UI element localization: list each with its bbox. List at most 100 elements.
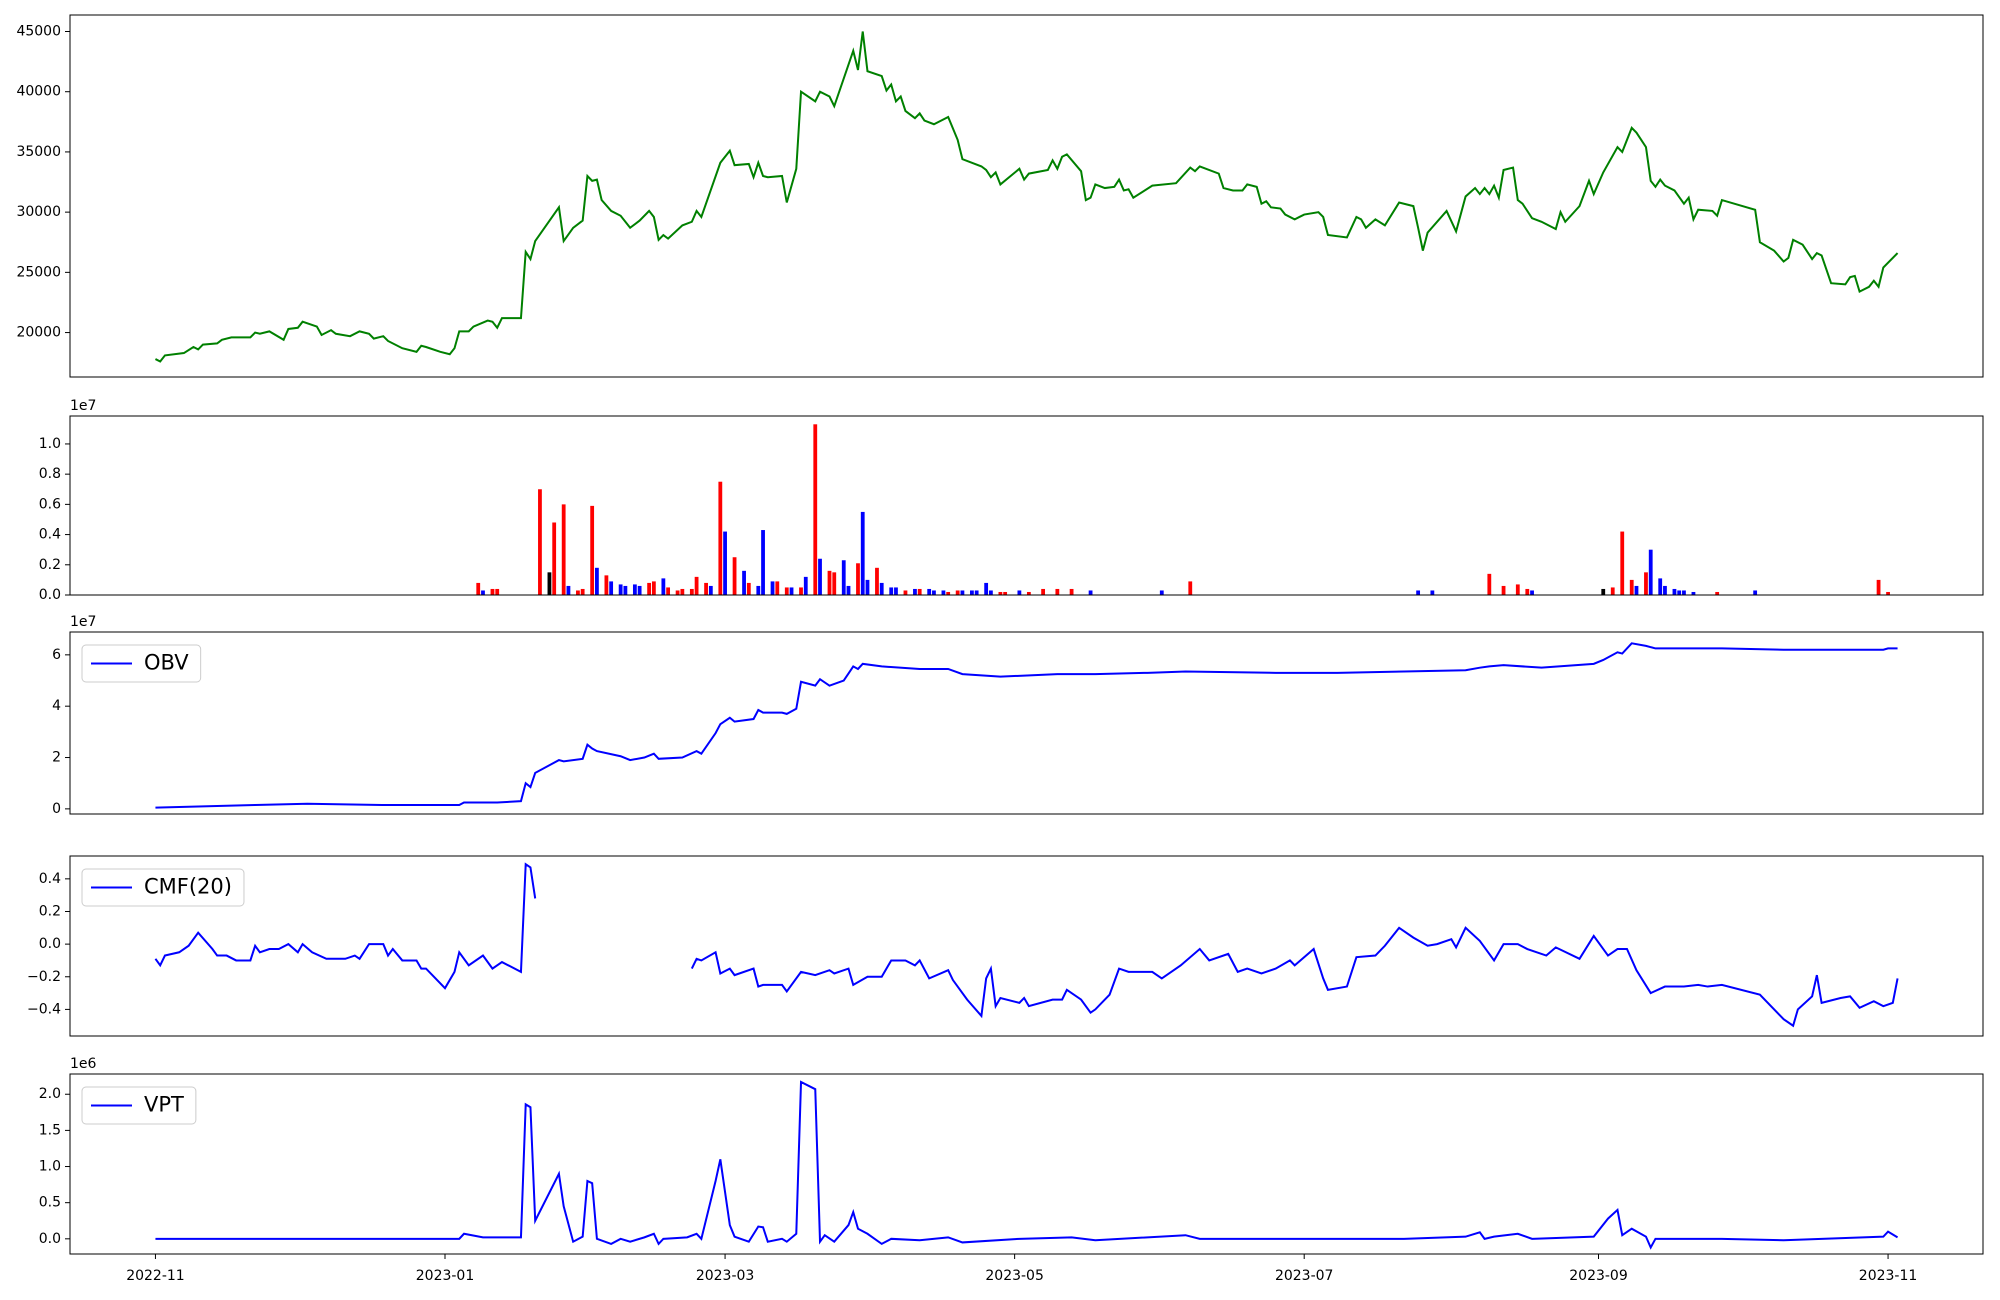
panel: 0 2 4 6 1e7 OBV [52,614,1984,817]
bar [704,582,708,595]
bar [637,585,642,595]
bar [666,587,671,595]
x-tick-label: 2023-07 [1275,1268,1334,1284]
axes-frame [69,14,1984,378]
y-tick-label: 45000 [16,23,61,39]
bar [1601,588,1606,595]
panel: 20000 25000 30000 35000 40000 45000 [16,14,1984,378]
bar [955,590,960,595]
bar [1620,531,1625,595]
offset-text: 1e7 [70,614,96,630]
bar [1515,584,1520,595]
bar [1648,549,1653,595]
bar [476,582,481,595]
y-tick-label: 0.2 [39,903,61,919]
bar [913,588,917,595]
line [155,642,1898,809]
bar [538,489,542,595]
bar [932,590,936,595]
legend-text: OBV [144,651,189,675]
bar [708,585,713,595]
bar [960,590,965,595]
bar [1487,573,1492,595]
bar [746,582,751,595]
bar [689,588,694,595]
bar [1677,590,1682,595]
legend-frame [81,868,245,907]
bar [561,504,566,595]
bar [803,576,808,595]
y-tick-label: 1.5 [39,1122,61,1138]
bar [1088,590,1093,595]
y-tick-label: 1.0 [39,436,61,452]
x-tick-label: 2022-11 [126,1268,185,1284]
bar [680,588,685,595]
bar [789,587,794,595]
bar [1041,588,1046,595]
bar [580,588,585,595]
y-tick-label: 0.4 [39,871,61,887]
bar [941,590,946,595]
bar [1753,590,1758,595]
y-tick-label: −0.2 [27,969,61,985]
bar [647,582,652,595]
bar [1026,591,1031,595]
line [154,31,1899,363]
bar [903,590,908,595]
bar [651,581,656,595]
offset-text: 1e7 [70,398,96,414]
bar [595,567,599,595]
bar [998,591,1003,595]
bar [984,582,989,595]
bar [917,588,922,595]
bar [1055,588,1060,595]
bar [481,590,485,595]
bar [1069,588,1074,595]
bar [846,585,851,595]
bar [1416,590,1421,595]
bar [875,567,879,595]
y-tick-label: 30000 [16,204,61,220]
bar [1530,590,1534,595]
bar [988,590,993,595]
y-tick-label: 40000 [16,84,61,100]
bar [813,424,818,595]
bar [761,530,765,595]
y-tick-label: 0.0 [39,936,61,952]
axes-frame [69,855,1984,1037]
bar [856,563,860,595]
bar [1634,585,1639,595]
y-tick-label: 2 [52,750,61,766]
bar [495,588,500,595]
bar [632,584,637,595]
bar [723,531,727,595]
y-tick-label: 1.0 [39,1159,61,1175]
legend: CMF(20) [81,868,245,907]
bar [894,587,898,595]
bar [1682,590,1686,595]
legend-frame [81,644,202,683]
y-tick-label: 0.5 [39,1195,61,1211]
panel: 0.0 0.2 0.4 0.6 0.8 1.0 1e7 [39,398,1984,603]
bar [675,590,680,595]
x-tick-label: 2023-09 [1569,1268,1628,1284]
bar [1159,590,1164,595]
bar [860,511,865,595]
bar [865,579,870,595]
bar [799,587,803,595]
bar [732,557,737,595]
legend: VPT [81,1086,197,1125]
bar [974,590,979,595]
x-tick-label: 2023-03 [696,1268,755,1284]
bar [818,558,822,595]
bar [623,585,628,595]
y-tick-label: 6 [52,647,61,663]
bar [1663,585,1667,595]
y-tick-label: 0.4 [39,527,61,543]
bar [1629,579,1634,595]
bar [1876,579,1881,595]
bar [770,581,775,595]
legend-text: VPT [144,1093,184,1117]
bar [1886,591,1890,595]
